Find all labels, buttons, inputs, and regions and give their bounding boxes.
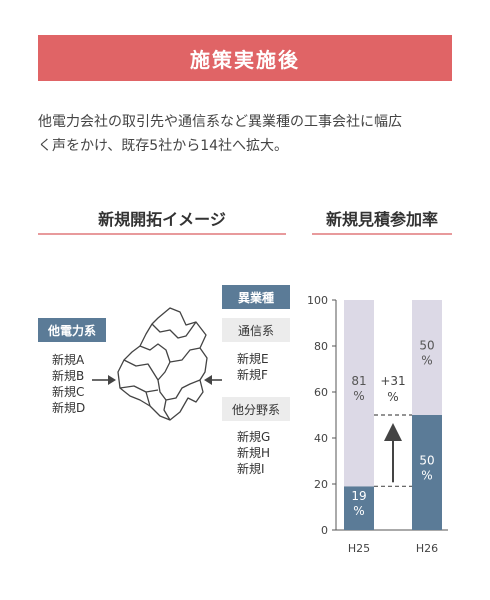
bar-data-label: % xyxy=(353,504,364,518)
list-item: 新規D xyxy=(52,401,86,415)
bar-segment xyxy=(344,300,374,487)
left-arrow-icon xyxy=(92,375,116,385)
tsushin-items-list: 新規E 新規F xyxy=(237,351,269,383)
description-line-2: く声をかけ、既存5社から14社へ拡大。 xyxy=(38,138,289,154)
increase-label-unit: % xyxy=(387,390,398,404)
left-section-underline xyxy=(38,233,286,235)
bar-segment xyxy=(412,300,442,415)
bar-data-label: 50 xyxy=(419,454,434,468)
list-item: 新規F xyxy=(237,368,268,382)
list-item: 新規A xyxy=(52,353,85,367)
y-tick-label: 0 xyxy=(321,524,328,537)
bar-data-label: % xyxy=(421,469,432,483)
increase-label: +31 xyxy=(380,374,405,388)
y-tick-label: 100 xyxy=(307,294,328,307)
bar-data-label: 50 xyxy=(419,339,434,353)
tabunya-items-list: 新規G 新規H 新規I xyxy=(237,429,270,477)
increase-arrow-icon xyxy=(384,423,402,441)
bar-data-label: % xyxy=(353,389,364,403)
right-arrow-icon xyxy=(204,375,222,385)
list-item: 新規G xyxy=(237,430,271,444)
group-label-tag: 他電力系 xyxy=(38,318,106,342)
y-tick-label: 80 xyxy=(314,340,328,353)
description-line-1: 他電力会社の取引先や通信系など異業種の工事会社に幅広 xyxy=(38,114,402,130)
region-map-icon xyxy=(117,307,208,421)
tabunya-tag: 他分野系 xyxy=(222,397,290,421)
group-items-list: 新規A 新規B 新規C 新規D xyxy=(52,352,85,416)
list-item: 新規B xyxy=(52,369,85,383)
bar-data-label: % xyxy=(421,354,432,368)
list-item: 新規E xyxy=(237,352,269,366)
x-tick-label: H25 xyxy=(348,542,370,555)
banner-title: 施策実施後 xyxy=(38,35,452,81)
y-tick-label: 40 xyxy=(314,432,328,445)
right-header-tag: 異業種 xyxy=(222,285,290,309)
y-tick-label: 60 xyxy=(314,386,328,399)
list-item: 新規H xyxy=(237,446,271,460)
right-section-title: 新規見積参加率 xyxy=(325,210,438,229)
bar-segment xyxy=(412,415,442,530)
description: 他電力会社の取引先や通信系など異業種の工事会社に幅広 く声をかけ、既存5社から1… xyxy=(38,110,458,158)
y-tick-label: 20 xyxy=(314,478,328,491)
bar-data-label: 19 xyxy=(351,489,366,503)
list-item: 新規C xyxy=(52,385,85,399)
right-section-underline xyxy=(312,233,452,235)
list-item: 新規I xyxy=(237,462,265,476)
left-section-title: 新規開拓イメージ xyxy=(98,210,226,229)
x-tick-label: H26 xyxy=(416,542,438,555)
bar-segment xyxy=(344,486,374,530)
bar-data-label: 81 xyxy=(351,374,366,388)
tsushin-tag: 通信系 xyxy=(222,318,290,342)
